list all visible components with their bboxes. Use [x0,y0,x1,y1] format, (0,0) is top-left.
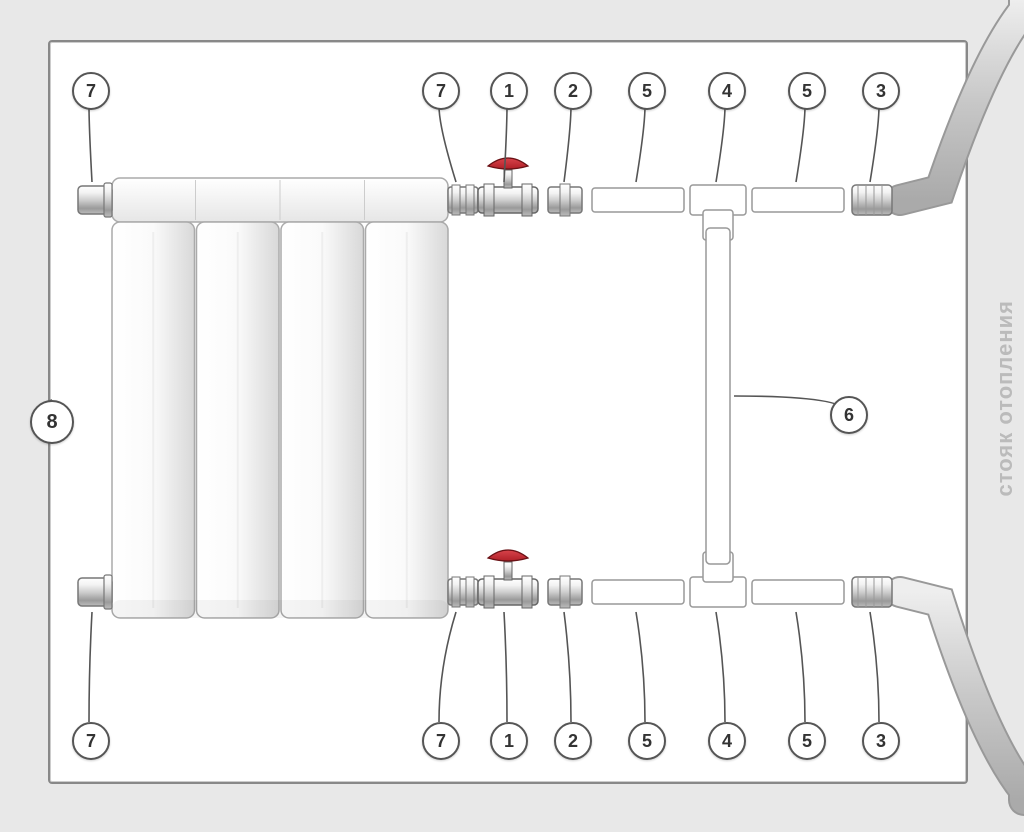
callout-bubble: 2 [554,722,592,760]
callout-5: 5 [628,72,666,110]
callout-3: 3 [862,722,900,760]
callout-bubble: 4 [708,72,746,110]
callout-5: 5 [788,72,826,110]
callout-bubble: 2 [554,72,592,110]
callout-bubble: 5 [788,72,826,110]
callout-4: 4 [708,722,746,760]
callout-1: 1 [490,72,528,110]
callout-4: 4 [708,72,746,110]
callout-bubble: 5 [788,722,826,760]
callout-bubble: 7 [72,722,110,760]
callout-bubble: 7 [422,722,460,760]
callout-bubble: 3 [862,72,900,110]
callout-8: 8 [30,400,74,444]
callout-bubble: 1 [490,72,528,110]
diagram-svg [0,0,1024,832]
callout-bubble: 7 [72,72,110,110]
callout-3: 3 [862,72,900,110]
callout-2: 2 [554,72,592,110]
riser-label: стояк отопления [992,300,1018,497]
callout-6: 6 [830,396,868,434]
callout-7: 7 [422,72,460,110]
callout-7: 7 [72,72,110,110]
callout-7: 7 [72,722,110,760]
callout-bubble: 3 [862,722,900,760]
callout-bubble: 5 [628,72,666,110]
callout-bubble: 4 [708,722,746,760]
callout-1: 1 [490,722,528,760]
callout-7: 7 [422,722,460,760]
callout-bubble: 1 [490,722,528,760]
callout-bubble: 7 [422,72,460,110]
callout-5: 5 [628,722,666,760]
callout-bubble: 8 [30,400,74,444]
callout-5: 5 [788,722,826,760]
callout-bubble: 6 [830,396,868,434]
callout-bubble: 5 [628,722,666,760]
callout-2: 2 [554,722,592,760]
